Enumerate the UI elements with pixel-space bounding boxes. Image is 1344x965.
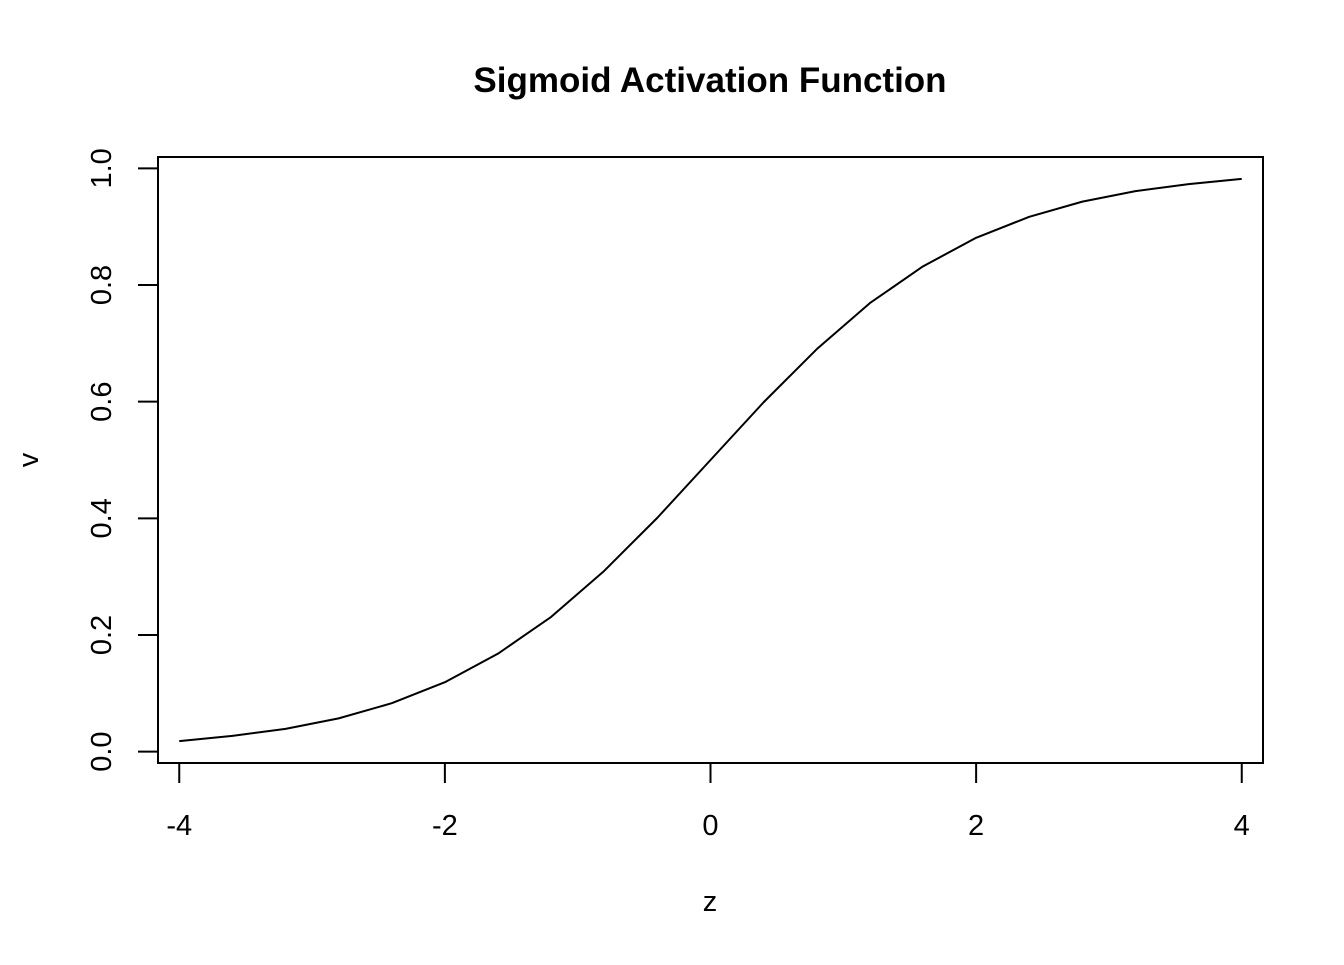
x-tick-label: -2 bbox=[432, 810, 458, 842]
y-tick-label: 0.0 bbox=[86, 731, 118, 771]
y-axis-label: v bbox=[13, 452, 45, 467]
x-tick-label: 4 bbox=[1234, 810, 1250, 842]
x-axis: -4 -2 0 2 4 bbox=[166, 762, 1250, 842]
x-tick-label: -4 bbox=[166, 810, 192, 842]
x-tick-label: 0 bbox=[702, 810, 718, 842]
y-tick-label: 1.0 bbox=[86, 148, 118, 188]
y-tick-label: 0.6 bbox=[86, 382, 118, 422]
y-tick-label: 0.2 bbox=[86, 615, 118, 655]
y-tick-label: 0.4 bbox=[86, 498, 118, 538]
series-line bbox=[179, 177, 1242, 743]
chart-title: Sigmoid Activation Function bbox=[473, 61, 946, 100]
y-tick-label: 0.8 bbox=[86, 265, 118, 305]
y-axis: 0.0 0.2 0.4 0.6 0.8 1.0 bbox=[86, 148, 159, 772]
x-axis-label: z bbox=[703, 886, 718, 918]
x-tick-label: 2 bbox=[968, 810, 984, 842]
series-layer bbox=[179, 177, 1242, 743]
